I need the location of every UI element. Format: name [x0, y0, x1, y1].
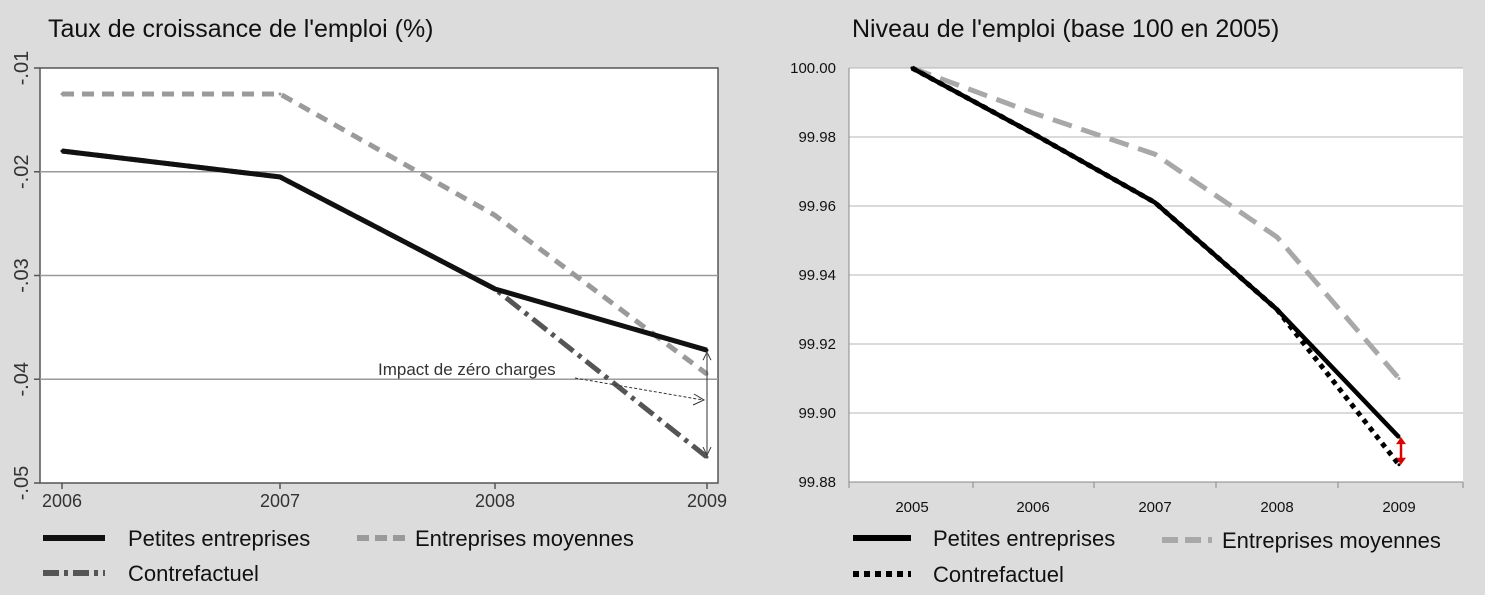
left-data-point: [60, 149, 64, 153]
left-data-point: [278, 92, 282, 96]
left-data-point: [493, 287, 497, 291]
left-series-line-petites-entreprises: [61, 148, 708, 353]
left-ytick-label: -.05: [11, 466, 33, 500]
right-xtick-label: 2005: [895, 499, 928, 516]
right-ytick-label: 99.88: [798, 474, 836, 491]
right-ytick-label: 99.90: [798, 405, 836, 422]
left-data-point: [705, 455, 709, 459]
right-data-point: [1397, 463, 1401, 467]
left-xtick-label: 2008: [475, 491, 515, 511]
left-ytick-label: -.01: [11, 51, 33, 85]
left-impact-arrowhead-top: [702, 351, 712, 361]
right-data-point: [1153, 201, 1157, 205]
right-xtick-label: 2008: [1260, 499, 1293, 516]
left-legend-label: Petites entreprises: [128, 526, 310, 551]
right-data-point: [1031, 132, 1035, 136]
right-legend-label: Contrefactuel: [933, 562, 1064, 587]
left-data-point: [705, 348, 709, 352]
right-data-point: [1397, 377, 1401, 380]
left-xtick-label: 2006: [42, 491, 82, 511]
right-data-point: [1031, 111, 1035, 115]
left-chart-title: Taux de croissance de l'emploi (%): [48, 15, 434, 43]
left-legend-label: Contrefactuel: [128, 561, 259, 586]
right-ytick-label: 99.92: [798, 336, 836, 353]
right-legend-label: Petites entreprises: [933, 526, 1115, 551]
right-chart-title: Niveau de l'emploi (base 100 en 2005): [852, 15, 1280, 43]
left-ytick-label: -.04: [11, 362, 33, 396]
left-impact-arrowhead-bottom: [702, 446, 712, 457]
right-impact-arrowhead-bottom: [1396, 457, 1406, 465]
left-xtick-label: 2009: [687, 491, 727, 511]
right-xtick-label: 2006: [1016, 499, 1049, 516]
right-impact-arrowhead-top: [1396, 437, 1406, 445]
left-ytick-label: -.03: [11, 258, 33, 292]
right-ytick-label: 99.94: [798, 267, 836, 284]
left-ytick-label: -.02: [11, 155, 33, 189]
left-annotation-pointer: [574, 377, 704, 401]
left-annotation-label: Impact de zéro charges: [378, 360, 556, 379]
left-data-point: [278, 175, 282, 179]
right-ytick-label: 99.96: [798, 198, 836, 215]
right-xtick-label: 2007: [1138, 499, 1171, 516]
left-annotation-pointer-head: [692, 393, 706, 406]
right-xtick-label: 2009: [1382, 499, 1415, 516]
right-data-point: [910, 66, 914, 70]
right-ytick-label: 100.00: [790, 60, 836, 77]
right-data-point: [1397, 435, 1401, 439]
right-data-point: [1275, 235, 1279, 239]
left-legend-label: Entreprises moyennes: [415, 526, 634, 551]
right-ytick-label: 99.98: [798, 129, 836, 146]
right-data-point: [1153, 152, 1157, 156]
left-xtick-label: 2007: [260, 491, 300, 511]
left-data-point: [60, 92, 64, 96]
right-data-point: [1275, 308, 1279, 311]
left-series-line-entreprises-moyennes: [62, 91, 709, 377]
right-legend-label: Entreprises moyennes: [1222, 528, 1441, 553]
left-data-point: [493, 213, 497, 217]
